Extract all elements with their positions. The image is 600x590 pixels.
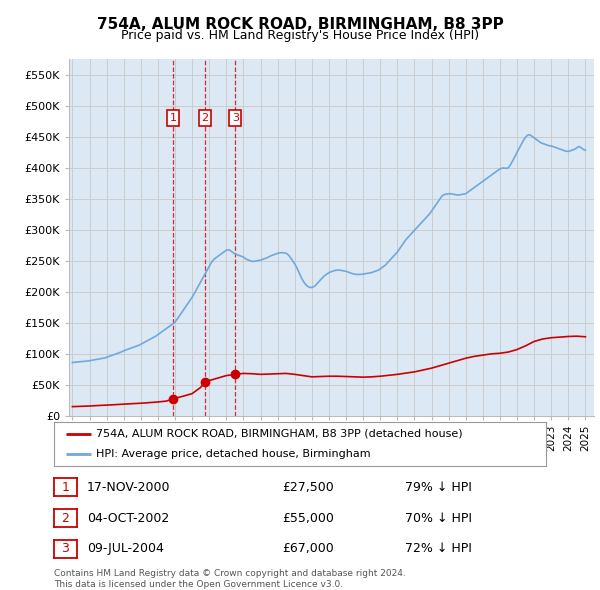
Text: 1: 1	[61, 481, 70, 494]
Text: £27,500: £27,500	[282, 481, 334, 494]
Text: 2: 2	[61, 512, 70, 525]
Text: 04-OCT-2002: 04-OCT-2002	[87, 512, 169, 525]
Text: 2: 2	[202, 113, 209, 123]
Text: Contains HM Land Registry data © Crown copyright and database right 2024.: Contains HM Land Registry data © Crown c…	[54, 569, 406, 578]
Text: 70% ↓ HPI: 70% ↓ HPI	[405, 512, 472, 525]
Text: 754A, ALUM ROCK ROAD, BIRMINGHAM, B8 3PP: 754A, ALUM ROCK ROAD, BIRMINGHAM, B8 3PP	[97, 17, 503, 31]
Text: 09-JUL-2004: 09-JUL-2004	[87, 542, 164, 555]
Text: £67,000: £67,000	[282, 542, 334, 555]
Text: 79% ↓ HPI: 79% ↓ HPI	[405, 481, 472, 494]
Text: £55,000: £55,000	[282, 512, 334, 525]
Text: 3: 3	[61, 542, 70, 555]
Text: 754A, ALUM ROCK ROAD, BIRMINGHAM, B8 3PP (detached house): 754A, ALUM ROCK ROAD, BIRMINGHAM, B8 3PP…	[96, 429, 463, 439]
Text: Price paid vs. HM Land Registry's House Price Index (HPI): Price paid vs. HM Land Registry's House …	[121, 29, 479, 42]
Text: This data is licensed under the Open Government Licence v3.0.: This data is licensed under the Open Gov…	[54, 581, 343, 589]
Text: 17-NOV-2000: 17-NOV-2000	[87, 481, 170, 494]
Text: 3: 3	[232, 113, 239, 123]
Text: HPI: Average price, detached house, Birmingham: HPI: Average price, detached house, Birm…	[96, 449, 370, 459]
Text: 72% ↓ HPI: 72% ↓ HPI	[405, 542, 472, 555]
Text: 1: 1	[169, 113, 176, 123]
